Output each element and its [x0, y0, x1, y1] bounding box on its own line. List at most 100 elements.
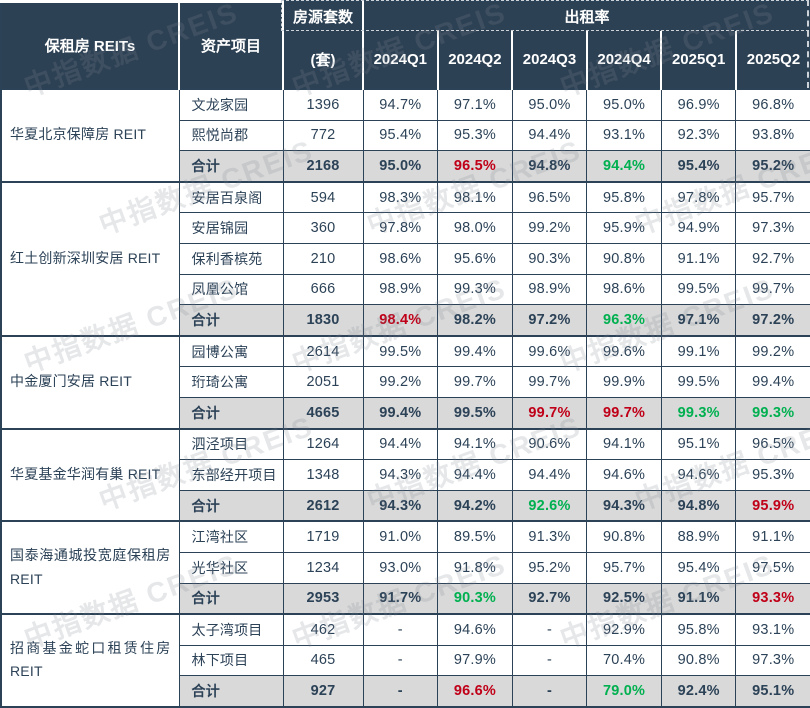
units-count-cell: 465: [282, 644, 364, 677]
total-rate-cell: 90.3%: [437, 582, 513, 616]
occupancy-rate-cell: 95.4%: [660, 551, 737, 584]
total-rate-cell: 94.3%: [362, 489, 439, 523]
occupancy-rate-cell: 94.3%: [362, 459, 439, 491]
project-row: 凤凰公馆 666 98.9% 99.3% 98.9% 98.6% 99.5% 99.7%: [1, 273, 810, 306]
total-rate-cell: 92.7%: [511, 582, 588, 616]
project-row: 红土创新深圳安居 REIT 安居百泉阁 594 98.3% 98.1% 96.5% 95.8…: [0, 181, 810, 337]
project-row: 中金厦门安居 REIT 园博公寓 2614 99.5% 99.4% 99.6% 99.6% 9…: [0, 335, 810, 430]
occupancy-rate-cell: 95.7%: [586, 551, 662, 584]
total-rate-cell: 94.3%: [586, 489, 662, 523]
total-rate-cell: 79.0%: [586, 675, 662, 708]
total-label-cell: 合计: [178, 150, 284, 183]
occupancy-rate-cell: 95.8%: [586, 181, 662, 214]
reit-name-cell: 国泰海通城投宽庭保租房 REIT: [0, 520, 180, 616]
occupancy-rate-cell: 94.4%: [511, 459, 588, 491]
total-rate-cell: -: [511, 675, 588, 708]
occupancy-rate-cell: 93.0%: [362, 551, 439, 584]
occupancy-rate-cell: 94.4%: [362, 428, 439, 461]
units-count-cell: 1348: [282, 459, 364, 491]
occupancy-rate-cell: 90.8%: [586, 242, 662, 275]
quarter-label: 2025Q2: [746, 50, 801, 68]
asset-project-cell: 凤凰公馆: [178, 273, 284, 306]
occupancy-rate-cell: 98.9%: [511, 273, 588, 306]
total-rate-cell: 97.2%: [735, 304, 810, 337]
occupancy-rate-cell: -: [362, 613, 439, 646]
occupancy-rate-cell: 95.9%: [586, 212, 662, 244]
total-rate-cell: 92.4%: [660, 675, 737, 708]
total-label-cell: 合计: [178, 304, 284, 337]
occupancy-rate-cell: 97.3%: [735, 212, 810, 244]
total-rate-cell: 91.1%: [660, 582, 737, 616]
total-label-cell: 合计: [178, 489, 284, 523]
total-rate-cell: 92.6%: [511, 489, 588, 523]
total-rate-cell: 99.7%: [586, 396, 662, 430]
reit-name-cell: 招商基金蛇口租赁住房 REIT: [0, 613, 180, 708]
occupancy-rate-cell: 95.0%: [511, 87, 588, 121]
occupancy-rate-cell: 99.6%: [511, 335, 588, 368]
occupancy-rate-cell: 96.8%: [735, 87, 810, 121]
header-units-column-line1: 房源套数: [283, 1, 364, 31]
total-rate-cell: 99.3%: [735, 396, 810, 430]
occupancy-rate-cell: 95.3%: [735, 459, 810, 491]
units-count-cell: 1264: [282, 428, 364, 461]
project-row: 林下项目 465-97.9% -70.4% 90.8% 97.3%: [1, 644, 810, 677]
total-rate-cell: 95.1%: [735, 675, 810, 708]
units-count-cell: 772: [282, 119, 364, 152]
occupancy-rate-cell: 95.7%: [735, 181, 810, 214]
occupancy-rate-cell: 97.1%: [437, 87, 513, 121]
occupancy-rate-cell: 99.5%: [660, 273, 737, 306]
occupancy-rate-cell: 99.4%: [735, 366, 810, 398]
total-rate-cell: 95.2%: [735, 150, 810, 183]
total-units-cell: 1830: [282, 304, 364, 337]
occupancy-rate-cell: 94.6%: [437, 613, 513, 646]
header-row-top: 保租房 REITs 资产项目 房源套数 出租率: [1, 1, 810, 89]
occupancy-rate-cell: 95.4%: [362, 119, 439, 152]
project-row: 招商基金蛇口租赁住房 REIT 太子湾项目 462-94.6% -92.9% 95.8%…: [0, 613, 810, 708]
asset-project-cell: 熙悦尚郡: [178, 119, 284, 152]
occupancy-rate-cell: -: [362, 644, 439, 677]
occupancy-rate-cell: 94.1%: [437, 428, 513, 461]
total-rate-cell: 91.7%: [362, 582, 439, 616]
total-row: 合计 2612 94.3% 94.2% 92.6% 94.3% 94.8% 95.9%: [1, 489, 810, 523]
occupancy-rate-cell: 95.1%: [660, 428, 737, 461]
occupancy-rate-cell: 95.2%: [511, 551, 588, 584]
asset-project-cell: 太子湾项目: [178, 613, 284, 646]
total-rate-cell: 97.1%: [660, 304, 737, 337]
asset-project-cell: 保利香槟苑: [178, 242, 284, 275]
total-rate-cell: 98.2%: [437, 304, 513, 337]
occupancy-rate-cell: 99.2%: [511, 212, 588, 244]
occupancy-rate-cell: 93.1%: [735, 613, 810, 646]
header-quarter-2024q3: 2024Q3: [512, 31, 588, 89]
asset-project-cell: 江湾社区: [178, 520, 284, 553]
total-row: 合计 4665 99.4% 99.5% 99.7% 99.7% 99.3% 99.3%: [1, 396, 810, 430]
header-quarter-2025q2: 2025Q2: [735, 31, 810, 89]
total-label-cell: 合计: [178, 582, 284, 616]
occupancy-rate-cell: 99.2%: [362, 366, 439, 398]
total-units-cell: 4665: [282, 396, 364, 430]
occupancy-rate-cell: 91.3%: [511, 520, 588, 553]
asset-project-cell: 安居百泉阁: [178, 181, 284, 214]
header-units-column-line2: (套): [283, 31, 364, 89]
total-rate-cell: 95.9%: [735, 489, 810, 523]
header-occupancy-group: 出租率: [363, 1, 810, 31]
project-row: 华夏基金华润有巢 REIT 泗泾项目 1264 94.4% 94.1% 90.6% 94.1…: [0, 428, 810, 523]
units-count-cell: 210: [282, 242, 364, 275]
occupancy-rate-cell: 96.9%: [660, 87, 737, 121]
total-rate-cell: 93.3%: [735, 582, 810, 616]
occupancy-rate-cell: 99.1%: [660, 335, 737, 368]
occupancy-rate-cell: 99.5%: [362, 335, 439, 368]
total-rate-cell: 95.4%: [660, 150, 737, 183]
total-rate-cell: -: [362, 675, 439, 708]
table-header: 保租房 REITs 资产项目 房源套数 出租率 (套) 2024Q1 2024Q…: [1, 1, 810, 89]
units-count-cell: 1234: [282, 551, 364, 584]
occupancy-rate-cell: 99.6%: [586, 335, 662, 368]
occupancy-rate-cell: 97.5%: [735, 551, 810, 584]
project-row: 光华社区 1234 93.0% 91.8% 95.2% 95.7% 95.4% 97.5%: [1, 551, 810, 584]
total-rate-cell: 96.6%: [437, 675, 513, 708]
total-rate-cell: 98.4%: [362, 304, 439, 337]
occupancy-rate-cell: 98.6%: [586, 273, 662, 306]
occupancy-rate-cell: 88.9%: [660, 520, 737, 553]
units-count-cell: 2051: [282, 366, 364, 398]
occupancy-rate-cell: 90.8%: [660, 644, 737, 677]
total-units-cell: 2168: [282, 150, 364, 183]
